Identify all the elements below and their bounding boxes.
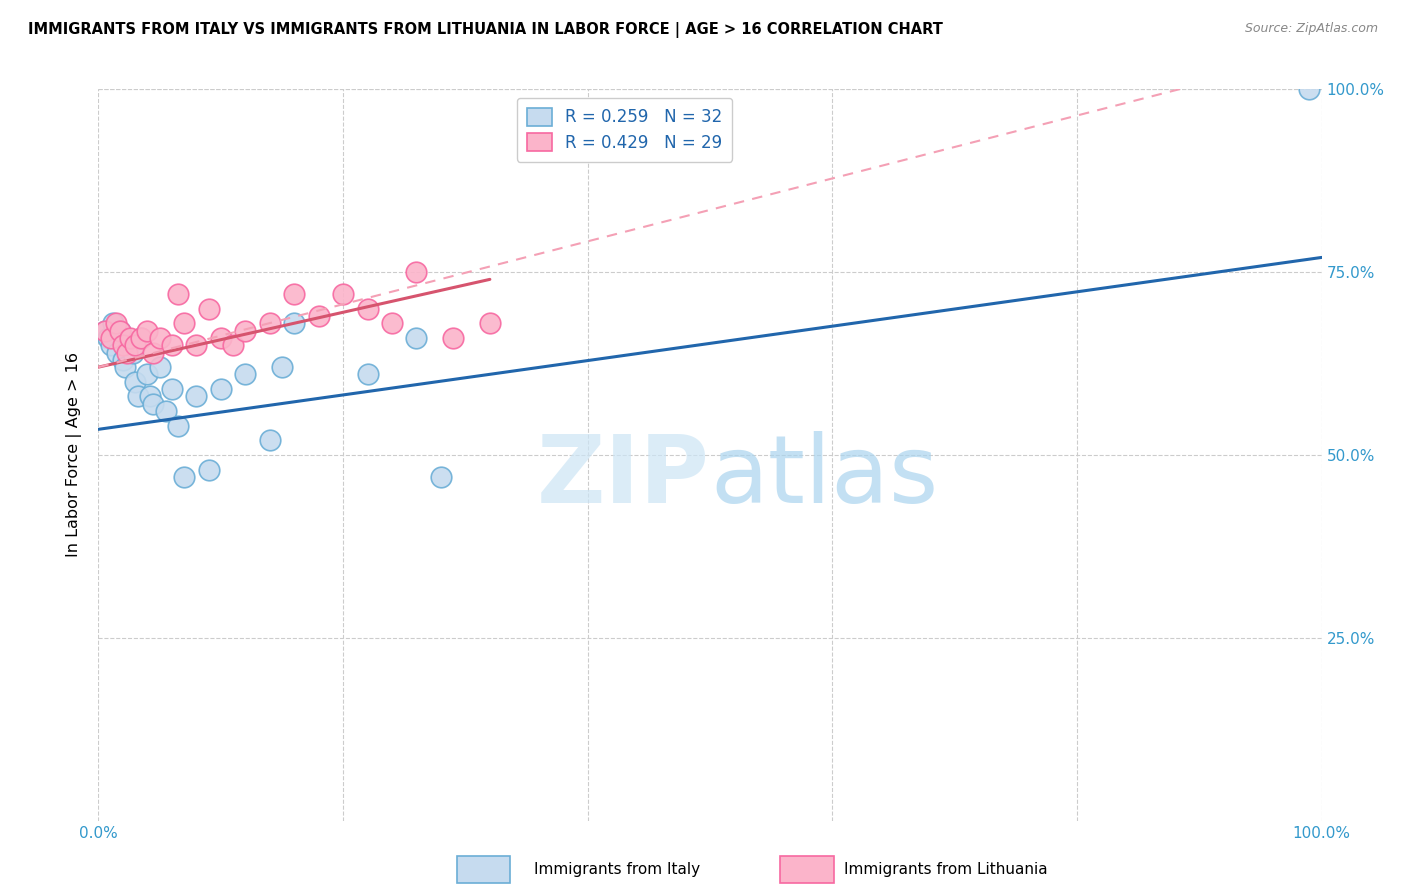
Point xyxy=(104,316,127,330)
Point xyxy=(405,265,427,279)
Point xyxy=(167,418,190,433)
Point xyxy=(127,389,149,403)
Point xyxy=(129,331,152,345)
Point xyxy=(101,316,124,330)
Point xyxy=(197,301,219,316)
Point xyxy=(149,360,172,375)
Point xyxy=(186,338,208,352)
Point xyxy=(173,316,195,330)
Point xyxy=(441,331,464,345)
Point xyxy=(209,382,232,396)
Point xyxy=(105,345,128,359)
Point xyxy=(155,404,177,418)
Point xyxy=(197,462,219,476)
Text: Immigrants from Lithuania: Immigrants from Lithuania xyxy=(844,863,1047,877)
Point xyxy=(308,309,330,323)
Point xyxy=(129,331,152,345)
Text: ZIP: ZIP xyxy=(537,431,710,523)
Point xyxy=(142,345,165,359)
Point xyxy=(114,360,136,375)
Point xyxy=(233,368,256,382)
Point xyxy=(405,331,427,345)
Point xyxy=(124,338,146,352)
Point xyxy=(270,360,294,375)
Point xyxy=(478,316,501,330)
Point xyxy=(209,331,232,345)
Point xyxy=(118,338,141,352)
Point xyxy=(121,345,143,359)
Point xyxy=(110,324,132,338)
Point xyxy=(167,287,190,301)
Point xyxy=(111,338,134,352)
Point xyxy=(111,352,134,367)
Text: atlas: atlas xyxy=(710,431,938,523)
Point xyxy=(100,338,122,352)
Point xyxy=(97,331,120,345)
Point xyxy=(259,316,281,330)
Point xyxy=(259,434,281,448)
Point xyxy=(100,331,122,345)
Point xyxy=(160,338,183,352)
Point xyxy=(110,324,132,338)
Point xyxy=(93,324,115,338)
Point xyxy=(115,345,138,359)
Point xyxy=(124,375,146,389)
Point xyxy=(173,470,195,484)
Point xyxy=(120,331,142,345)
Point xyxy=(142,397,165,411)
Y-axis label: In Labor Force | Age > 16: In Labor Force | Age > 16 xyxy=(66,352,83,558)
Point xyxy=(222,338,245,352)
Point xyxy=(186,389,208,403)
Point xyxy=(356,368,378,382)
Point xyxy=(381,316,404,330)
Point xyxy=(93,324,115,338)
Point xyxy=(1298,82,1320,96)
Point xyxy=(136,324,159,338)
Point xyxy=(160,382,183,396)
Text: Immigrants from Italy: Immigrants from Italy xyxy=(534,863,700,877)
Point xyxy=(430,470,453,484)
Point xyxy=(283,287,305,301)
Text: Source: ZipAtlas.com: Source: ZipAtlas.com xyxy=(1244,22,1378,36)
Point xyxy=(356,301,378,316)
Text: IMMIGRANTS FROM ITALY VS IMMIGRANTS FROM LITHUANIA IN LABOR FORCE | AGE > 16 COR: IMMIGRANTS FROM ITALY VS IMMIGRANTS FROM… xyxy=(28,22,943,38)
Point xyxy=(139,389,162,403)
Point xyxy=(136,368,159,382)
Point xyxy=(283,316,305,330)
Point xyxy=(149,331,172,345)
Point xyxy=(332,287,354,301)
Point xyxy=(233,324,256,338)
Legend: R = 0.259   N = 32, R = 0.429   N = 29: R = 0.259 N = 32, R = 0.429 N = 29 xyxy=(516,97,733,161)
